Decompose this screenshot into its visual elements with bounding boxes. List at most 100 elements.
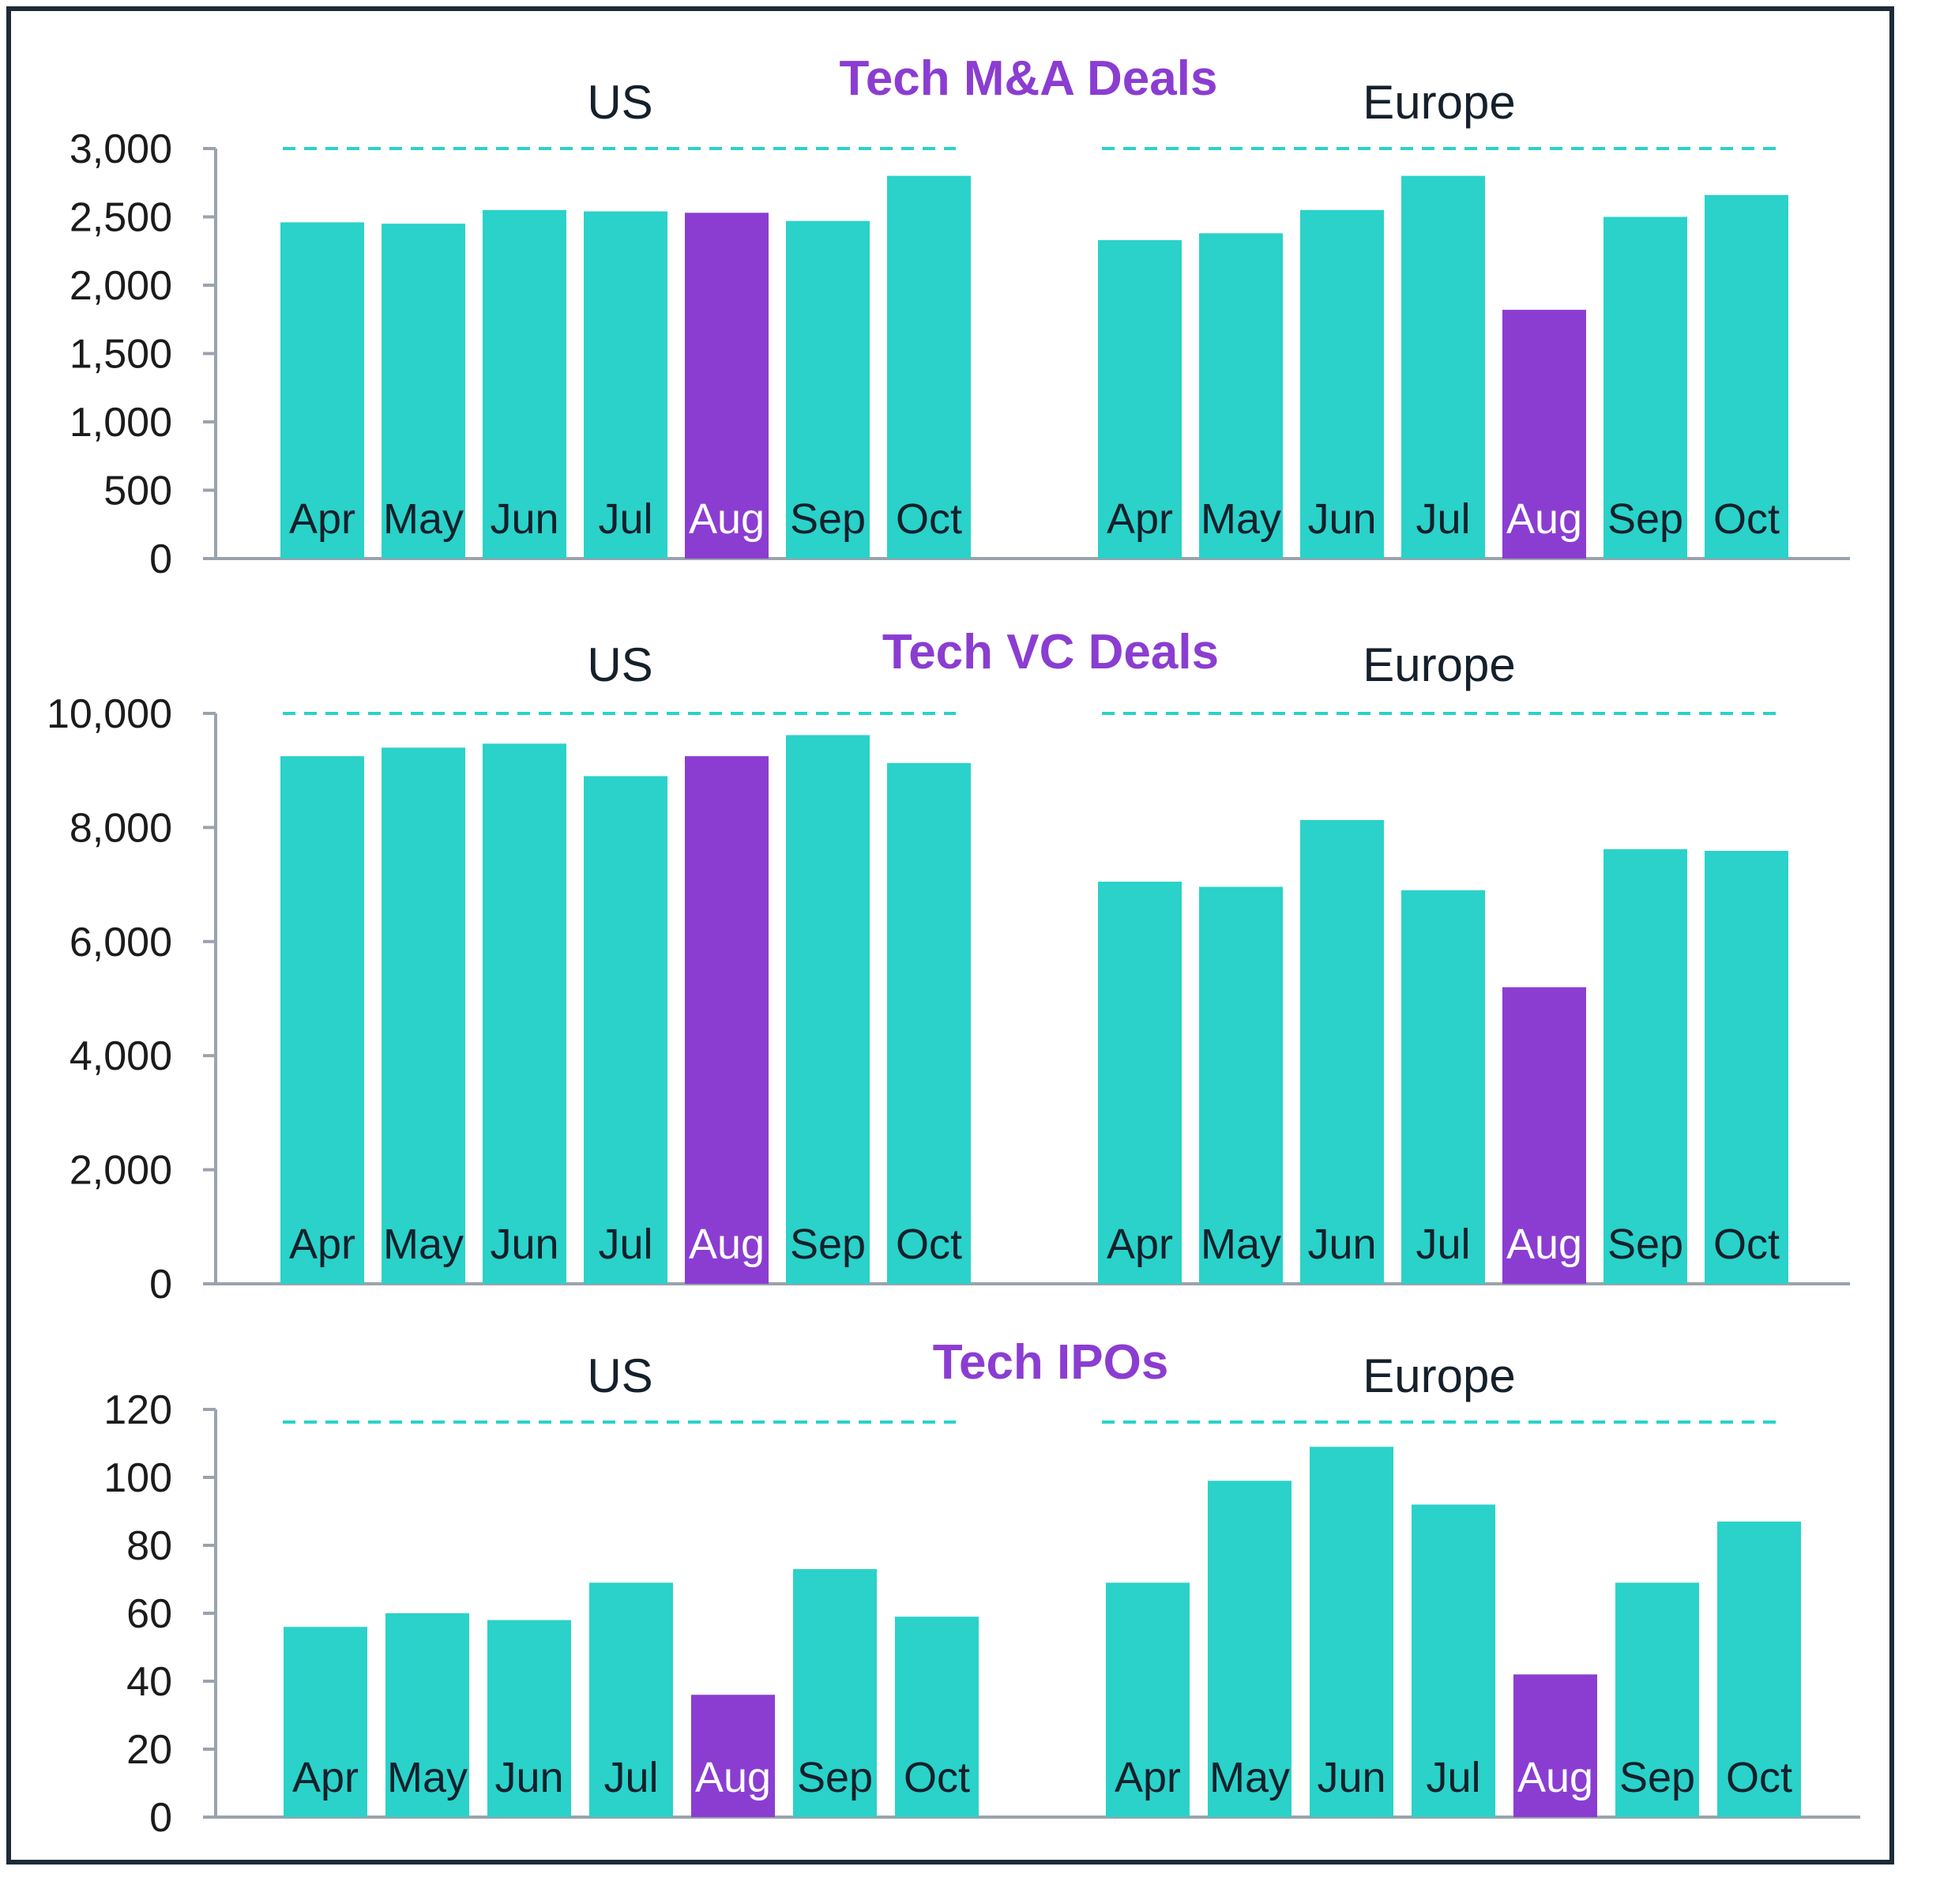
month-label: Sep xyxy=(1607,495,1683,543)
month-label: Aug xyxy=(695,1754,771,1801)
bar-europe-aug xyxy=(1502,987,1586,1284)
bar-europe-sep xyxy=(1604,216,1687,559)
region-label: Europe xyxy=(1363,1349,1515,1402)
bar-us-sep xyxy=(793,1569,877,1817)
y-tick-label: 120 xyxy=(103,1387,172,1433)
month-label: Aug xyxy=(1506,1221,1582,1268)
chart-frame xyxy=(6,6,1894,1864)
month-label: Aug xyxy=(1517,1754,1593,1801)
bar-europe-oct xyxy=(1705,851,1788,1284)
y-tick-label: 10,000 xyxy=(47,691,172,737)
month-label: Sep xyxy=(1607,1221,1683,1268)
y-tick-label: 2,000 xyxy=(70,263,172,309)
month-label: Jul xyxy=(1416,495,1470,543)
month-label: May xyxy=(1201,1221,1281,1268)
bar-europe-oct xyxy=(1717,1521,1801,1817)
bar-us-aug xyxy=(691,1695,775,1817)
chart-title: Tech M&A Deals xyxy=(840,51,1218,106)
bar-us-jun xyxy=(483,743,566,1284)
month-label: Jul xyxy=(598,1221,652,1268)
y-tick-label: 1,500 xyxy=(70,332,172,378)
y-tick-label: 4,000 xyxy=(70,1033,172,1079)
bar-europe-sep xyxy=(1604,849,1687,1284)
y-tick-label: 500 xyxy=(103,468,172,514)
month-label: Jun xyxy=(490,495,558,543)
month-label: Apr xyxy=(1107,495,1173,543)
region-label: Europe xyxy=(1363,638,1515,691)
bar-europe-jun xyxy=(1300,820,1384,1284)
month-label: Jun xyxy=(1317,1754,1385,1801)
month-label: Oct xyxy=(896,1221,962,1268)
bar-us-apr xyxy=(280,756,364,1284)
y-tick-label: 3,000 xyxy=(70,126,172,172)
month-label: Sep xyxy=(790,1221,866,1268)
month-label: Jun xyxy=(1307,495,1376,543)
month-label: Oct xyxy=(1713,495,1780,543)
bar-us-jun xyxy=(487,1620,571,1817)
bar-us-apr xyxy=(284,1627,367,1817)
bar-us-may xyxy=(385,1613,469,1817)
y-tick-label: 80 xyxy=(126,1523,172,1569)
chart-title: Tech VC Deals xyxy=(882,625,1219,679)
month-label: Aug xyxy=(1506,495,1582,543)
bar-europe-jul xyxy=(1401,175,1485,559)
month-label: Apr xyxy=(292,1754,359,1801)
y-tick-label: 6,000 xyxy=(70,920,172,965)
month-label: Apr xyxy=(1107,1221,1173,1268)
bar-europe-jul xyxy=(1401,890,1485,1284)
bar-europe-apr xyxy=(1106,1582,1190,1817)
region-label: US xyxy=(587,638,652,691)
month-label: Jul xyxy=(603,1754,658,1801)
month-label: Jul xyxy=(1416,1221,1470,1268)
bar-europe-apr xyxy=(1098,881,1182,1284)
y-tick-label: 100 xyxy=(103,1455,172,1501)
bar-europe-jun xyxy=(1310,1447,1393,1817)
month-label: Aug xyxy=(689,495,765,543)
month-label: Jul xyxy=(1426,1754,1480,1801)
bar-us-oct xyxy=(887,762,971,1284)
month-label: Jun xyxy=(490,1221,558,1268)
bar-us-aug xyxy=(685,756,769,1284)
month-label: Jun xyxy=(494,1754,563,1801)
bar-us-apr xyxy=(280,222,364,559)
bar-europe-may xyxy=(1199,886,1283,1284)
month-label: May xyxy=(383,495,464,543)
month-label: May xyxy=(1201,495,1281,543)
y-tick-label: 20 xyxy=(126,1727,172,1773)
region-label: US xyxy=(587,76,652,129)
month-label: Oct xyxy=(904,1754,970,1801)
bar-europe-jun xyxy=(1300,209,1384,559)
month-label: Sep xyxy=(790,495,866,543)
y-tick-label: 8,000 xyxy=(70,805,172,851)
month-label: May xyxy=(1209,1754,1290,1801)
chart-title: Tech IPOs xyxy=(933,1335,1169,1390)
y-tick-label: 1,000 xyxy=(70,400,172,446)
bar-us-may xyxy=(382,747,465,1284)
bar-europe-apr xyxy=(1098,239,1182,559)
month-label: Sep xyxy=(1619,1754,1695,1801)
y-tick-label: 60 xyxy=(126,1591,172,1637)
bar-us-may xyxy=(382,224,465,559)
month-label: Oct xyxy=(1713,1221,1780,1268)
month-label: Apr xyxy=(1115,1754,1181,1801)
region-label: US xyxy=(587,1349,652,1402)
month-label: Oct xyxy=(1726,1754,1792,1801)
month-label: Apr xyxy=(289,495,355,543)
month-label: May xyxy=(383,1221,464,1268)
y-tick-label: 40 xyxy=(126,1659,172,1705)
bar-us-jul xyxy=(589,1582,673,1817)
month-label: Jun xyxy=(1307,1221,1376,1268)
month-label: Oct xyxy=(896,495,962,543)
month-label: Jul xyxy=(598,495,652,543)
bar-us-oct xyxy=(895,1616,979,1817)
bar-europe-aug xyxy=(1502,310,1586,559)
region-label: Europe xyxy=(1363,76,1515,129)
bar-europe-may xyxy=(1208,1481,1291,1817)
y-tick-label: 2,500 xyxy=(70,195,172,241)
bar-europe-sep xyxy=(1615,1582,1699,1817)
bar-europe-jul xyxy=(1412,1504,1495,1817)
bar-us-jul xyxy=(584,211,667,559)
bar-europe-oct xyxy=(1705,194,1788,559)
bar-us-sep xyxy=(786,220,870,559)
